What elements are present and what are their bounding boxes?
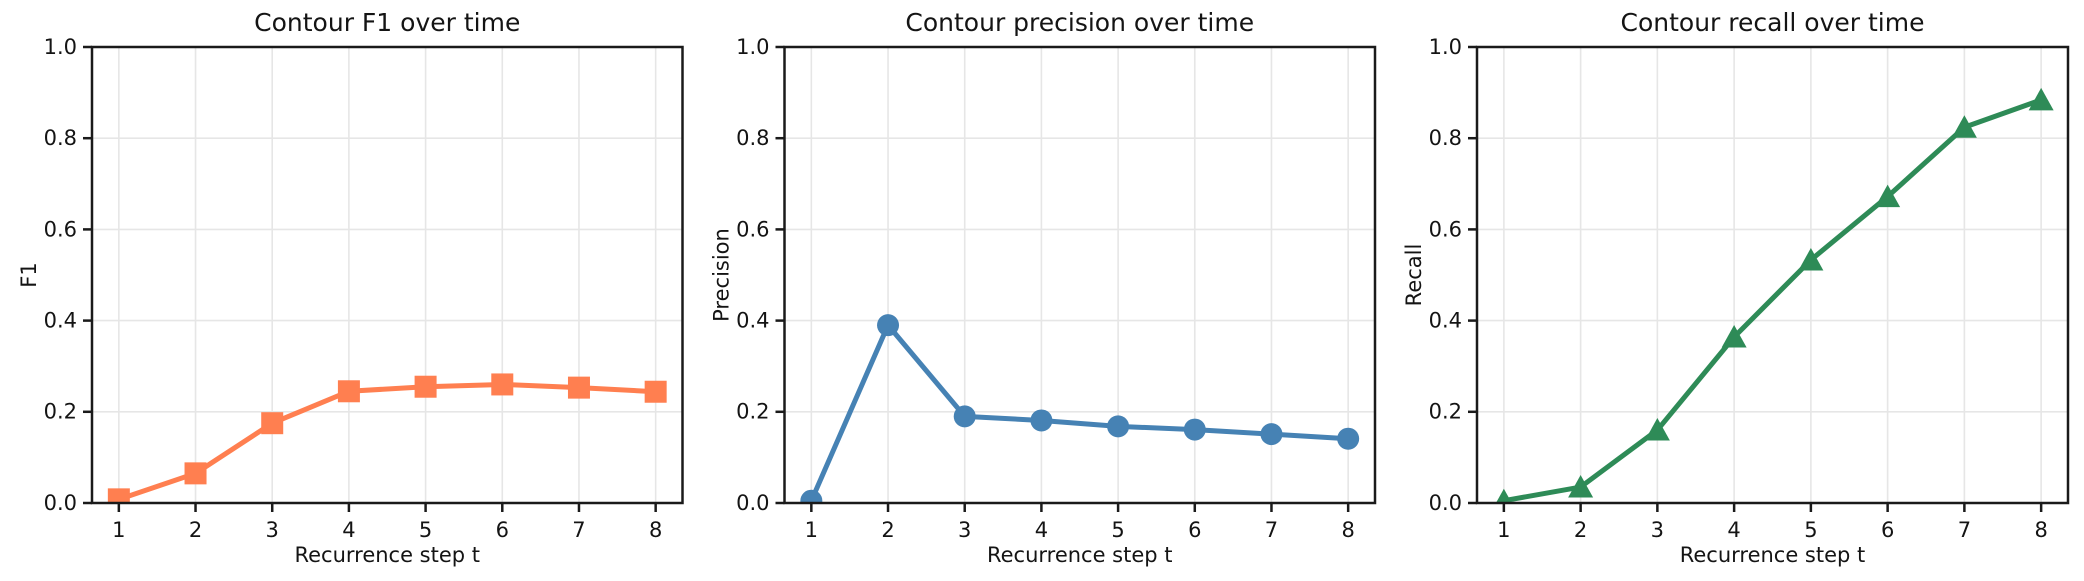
data-point-marker: [1721, 325, 1747, 348]
x-tick-label: 3: [958, 518, 971, 542]
y-tick-label: 0.2: [44, 400, 77, 424]
data-point-marker: [107, 488, 130, 503]
ticks: 1 2 3 4 5 6 7 8 0.0 0.2 0.4 0.6 0.8 1.0: [1429, 35, 2048, 542]
data-point-marker: [337, 380, 360, 403]
y-tick-label: 0.0: [44, 491, 77, 515]
x-tick-label: 7: [1958, 518, 1971, 542]
x-tick-label: 5: [1804, 518, 1817, 542]
y-tick-label: 0.4: [736, 309, 769, 333]
data-point-marker: [414, 375, 437, 398]
gridlines: [92, 46, 683, 504]
axes-spines: [783, 45, 1377, 505]
data-point-marker: [1183, 418, 1206, 441]
chart-title: Contour precision over time: [905, 8, 1254, 37]
ticks: 1 2 3 4 5 6 7 8 0.0 0.2 0.4 0.6 0.8 1.0: [736, 35, 1355, 542]
y-tick-label: 0.6: [736, 217, 769, 241]
x-tick-label: 1: [805, 518, 818, 542]
x-tick-label: 7: [1265, 518, 1278, 542]
data-points: [107, 373, 667, 503]
x-tick-label: 7: [572, 518, 585, 542]
y-tick-label: 0.4: [1429, 309, 1462, 333]
data-point-marker: [491, 373, 514, 396]
chart-title: Contour F1 over time: [254, 8, 520, 37]
y-axis-label: Precision: [710, 228, 734, 322]
data-point-marker: [1495, 488, 1512, 503]
data-line: [1501, 97, 2044, 503]
x-tick-label: 8: [1341, 518, 1354, 542]
x-tick-label: 4: [1035, 518, 1048, 542]
chart-3: 1 2 3 4 5 6 7 8 0.0 0.2 0.4 0.6 0.8 1.0 Contour recall…: [1402, 8, 2070, 567]
x-tick-label: 8: [649, 518, 662, 542]
x-tick-label: 2: [881, 518, 894, 542]
y-tick-label: 0.2: [1429, 400, 1462, 424]
data-point-marker: [1644, 418, 1670, 441]
y-tick-label: 0.4: [44, 309, 77, 333]
y-tick-label: 0.6: [1429, 217, 1462, 241]
chart-2: 1 2 3 4 5 6 7 8 0.0 0.2 0.4 0.6 0.8 1.0 Contour precis…: [710, 8, 1377, 567]
data-point-marker: [1951, 115, 1977, 138]
data-point-marker: [1107, 415, 1130, 438]
data-point-marker: [1337, 427, 1360, 450]
data-point-marker: [184, 462, 207, 485]
chart-title: Contour recall over time: [1621, 8, 1925, 37]
data-point-marker: [1875, 184, 1901, 208]
data-line: [808, 322, 1351, 503]
y-tick-label: 0.8: [1429, 126, 1462, 150]
data-point-marker: [1798, 247, 1824, 271]
x-tick-label: 3: [1651, 518, 1664, 542]
y-tick-label: 1.0: [44, 35, 77, 59]
data-points: [800, 314, 1360, 503]
x-tick-label: 4: [1727, 518, 1740, 542]
x-tick-label: 4: [342, 518, 355, 542]
x-axis-label: Recurrence step t: [1680, 543, 1866, 567]
data-points: [1495, 87, 2054, 503]
y-tick-label: 0.2: [736, 400, 769, 424]
y-tick-label: 0.0: [736, 491, 769, 515]
y-tick-label: 0.8: [736, 126, 769, 150]
x-axis-label: Recurrence step t: [987, 543, 1173, 567]
data-line: [116, 381, 659, 502]
data-point-marker: [2028, 87, 2054, 111]
x-tick-label: 2: [1574, 518, 1587, 542]
x-tick-label: 1: [112, 518, 125, 542]
data-point-marker: [877, 314, 900, 337]
y-tick-label: 0.0: [1429, 491, 1462, 515]
data-point-marker: [644, 380, 667, 403]
x-tick-label: 1: [1497, 518, 1510, 542]
x-tick-label: 6: [1188, 518, 1201, 542]
y-axis-label: F1: [17, 262, 41, 287]
y-tick-label: 1.0: [736, 35, 769, 59]
gridlines: [1477, 46, 2068, 504]
x-tick-label: 5: [419, 518, 432, 542]
chart-1: 1 2 3 4 5 6 7 8 0.0 0.2 0.4 0.6 0.8 1.0 Contour F1 ove…: [17, 8, 684, 567]
x-tick-label: 5: [1111, 518, 1124, 542]
x-tick-label: 2: [189, 518, 202, 542]
axes-spines: [90, 45, 684, 505]
data-point-marker: [1260, 423, 1283, 446]
data-point-marker: [567, 376, 590, 399]
data-point-marker: [1568, 475, 1594, 498]
x-tick-label: 3: [266, 518, 279, 542]
data-point-marker: [261, 412, 284, 435]
x-tick-label: 6: [1881, 518, 1894, 542]
y-axis-label: Recall: [1402, 244, 1426, 307]
x-axis-label: Recurrence step t: [294, 543, 480, 567]
ticks: 1 2 3 4 5 6 7 8 0.0 0.2 0.4 0.6 0.8 1.0: [44, 35, 663, 542]
data-point-marker: [953, 405, 976, 428]
data-point-marker: [1030, 409, 1053, 432]
data-point-marker: [800, 489, 823, 503]
axes-spines: [1475, 45, 2070, 505]
x-tick-label: 8: [2034, 518, 2047, 542]
y-tick-label: 1.0: [1429, 35, 1462, 59]
y-tick-label: 0.8: [44, 126, 77, 150]
x-tick-label: 6: [496, 518, 509, 542]
y-tick-label: 0.6: [44, 217, 77, 241]
